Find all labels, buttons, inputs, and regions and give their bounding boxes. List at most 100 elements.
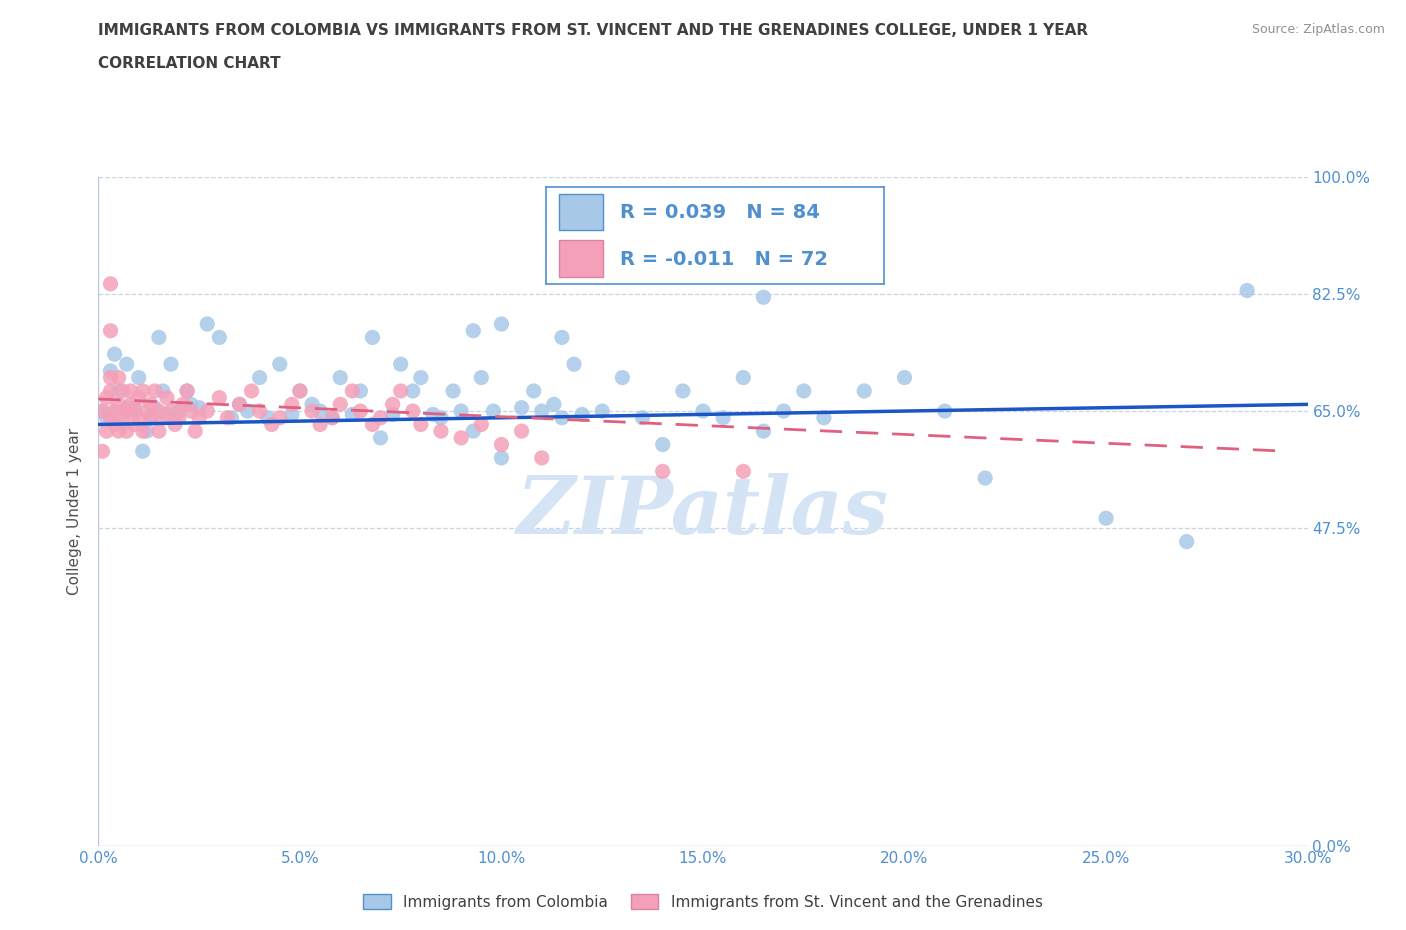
Point: [152, 383, 174, 398]
Point: [195, 316, 218, 331]
Text: R = -0.011   N = 72: R = -0.011 N = 72: [620, 250, 828, 269]
Point: [1095, 511, 1118, 525]
Point: [172, 397, 194, 412]
Point: [143, 383, 166, 398]
Point: [107, 370, 129, 385]
Point: [217, 410, 239, 425]
Point: [470, 417, 492, 432]
Point: [692, 404, 714, 418]
Point: [107, 424, 129, 439]
Point: [100, 276, 122, 291]
Point: [115, 400, 138, 415]
Point: [115, 424, 138, 439]
Point: [301, 404, 323, 418]
Point: [135, 404, 157, 418]
Point: [349, 383, 371, 398]
Point: [491, 316, 513, 331]
Y-axis label: College, Under 1 year: College, Under 1 year: [67, 428, 83, 595]
Point: [184, 424, 207, 439]
Point: [422, 407, 444, 422]
Point: [176, 383, 198, 398]
Point: [301, 397, 323, 412]
Point: [132, 444, 155, 458]
Point: [96, 410, 118, 425]
Point: [128, 391, 150, 405]
Point: [491, 450, 513, 465]
Point: [143, 400, 166, 415]
Point: [160, 404, 183, 418]
Point: [188, 400, 211, 415]
Point: [409, 370, 432, 385]
Point: [651, 464, 673, 479]
Point: [651, 437, 673, 452]
Point: [100, 410, 122, 425]
Point: [1236, 283, 1258, 298]
Point: [370, 431, 392, 445]
Point: [188, 410, 211, 425]
Point: [463, 424, 485, 439]
Point: [523, 383, 546, 398]
Point: [148, 424, 170, 439]
Point: [551, 330, 574, 345]
Point: [342, 383, 364, 398]
Point: [441, 383, 464, 398]
Point: [370, 410, 392, 425]
Point: [260, 417, 283, 432]
Point: [562, 357, 585, 372]
Point: [100, 370, 122, 385]
Point: [100, 407, 122, 422]
Point: [124, 400, 146, 415]
Point: [221, 410, 243, 425]
Point: [160, 357, 183, 372]
Text: Source: ZipAtlas.com: Source: ZipAtlas.com: [1251, 23, 1385, 36]
Point: [510, 424, 533, 439]
Point: [139, 410, 162, 425]
Point: [128, 370, 150, 385]
Point: [491, 437, 513, 452]
Point: [148, 330, 170, 345]
Point: [309, 417, 332, 432]
Point: [156, 391, 179, 405]
Point: [733, 370, 755, 385]
Point: [111, 410, 134, 425]
Point: [470, 370, 492, 385]
Point: [321, 410, 343, 425]
Point: [551, 410, 574, 425]
Point: [132, 383, 155, 398]
Point: [430, 410, 453, 425]
Point: [163, 417, 186, 432]
Point: [103, 404, 125, 418]
Point: [381, 407, 404, 422]
Point: [228, 397, 250, 412]
Point: [91, 404, 114, 418]
Point: [148, 404, 170, 418]
Point: [281, 397, 304, 412]
FancyBboxPatch shape: [560, 240, 603, 277]
Point: [176, 383, 198, 398]
Point: [132, 424, 155, 439]
Point: [631, 410, 654, 425]
Point: [591, 404, 613, 418]
Point: [180, 404, 202, 418]
Point: [402, 404, 425, 418]
Point: [139, 410, 162, 425]
Point: [793, 383, 815, 398]
Point: [115, 404, 138, 418]
Point: [288, 383, 311, 398]
Point: [152, 410, 174, 425]
Point: [463, 324, 485, 339]
Point: [361, 330, 384, 345]
Point: [249, 404, 271, 418]
Point: [96, 424, 118, 439]
Point: [482, 404, 505, 418]
Point: [208, 391, 231, 405]
Point: [530, 450, 553, 465]
Point: [288, 383, 311, 398]
Point: [612, 370, 634, 385]
Point: [329, 370, 352, 385]
Point: [974, 471, 997, 485]
Point: [893, 370, 915, 385]
Point: [100, 324, 122, 339]
Point: [361, 417, 384, 432]
Point: [450, 431, 472, 445]
